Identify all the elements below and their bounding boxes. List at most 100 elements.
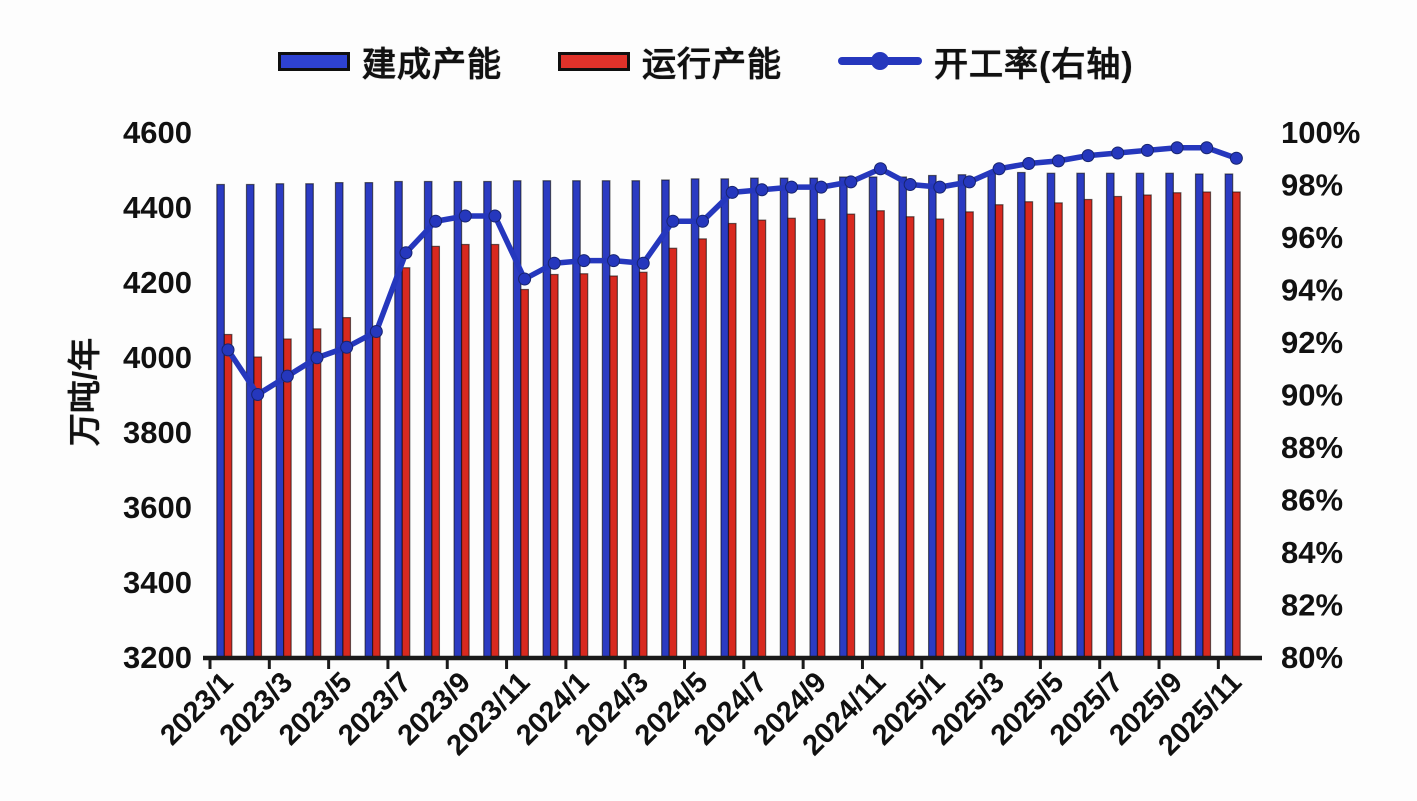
bar-built-capacity [572, 180, 581, 658]
operating-rate-marker [725, 185, 739, 199]
bar-running-capacity [549, 273, 559, 658]
bar-running-capacity [1024, 201, 1034, 658]
legend-item-running-capacity: 运行产能 [558, 37, 782, 86]
operating-rate-marker [666, 214, 680, 228]
bar-running-capacity [312, 328, 322, 658]
bar-built-capacity [453, 180, 463, 658]
bar-built-capacity [483, 180, 492, 658]
right-axis-tick-label: 90% [1281, 378, 1343, 413]
bar-built-capacity [1076, 172, 1085, 658]
legend-label-running-capacity: 运行产能 [642, 45, 782, 84]
operating-rate-marker [429, 214, 443, 228]
bar-running-capacity [727, 222, 737, 658]
bar-built-capacity [957, 174, 967, 658]
legend: 建成产能 运行产能 开工率(右轴) [278, 40, 1134, 84]
operating-rate-marker [933, 180, 947, 194]
bar-running-capacity [342, 317, 352, 658]
operating-rate-marker [962, 175, 976, 189]
bar-built-capacity [423, 180, 433, 658]
bar-running-capacity [876, 210, 885, 658]
operating-rate-marker [488, 209, 502, 223]
bar-running-capacity [253, 356, 263, 658]
operating-rate-marker [1140, 143, 1154, 157]
legend-item-built-capacity: 建成产能 [278, 37, 502, 86]
bar-built-capacity [750, 177, 759, 658]
bar-built-capacity [334, 182, 344, 658]
bar-running-capacity [1232, 191, 1241, 658]
bar-built-capacity [809, 177, 819, 658]
bar-running-capacity [490, 243, 500, 658]
operating-rate-marker [1200, 141, 1214, 155]
right-axis-tick-label: 88% [1281, 430, 1343, 465]
bar-built-capacity [601, 180, 611, 658]
bar-built-capacity [1224, 173, 1234, 658]
bar-running-capacity [787, 217, 796, 658]
right-axis-tick-label: 82% [1281, 588, 1343, 623]
operating-rate-marker [785, 180, 799, 194]
left-axis-tick-label: 4200 [123, 265, 192, 300]
operating-rate-marker [873, 162, 887, 176]
left-axis-tick-label: 3200 [123, 640, 192, 675]
bar-running-capacity [1054, 202, 1063, 658]
operating-rate-marker [1229, 151, 1243, 165]
operating-rate-marker [1081, 149, 1095, 163]
bar-running-capacity [1113, 195, 1123, 658]
bar-built-capacity [216, 183, 225, 658]
operating-rate-marker [280, 369, 294, 383]
operating-rate-marker [1111, 146, 1125, 160]
operating-rate-marker [903, 178, 917, 191]
bar-built-capacity [631, 180, 641, 658]
running-capacity-swatch-icon [558, 51, 630, 71]
bar-running-capacity [431, 245, 441, 658]
operating-rate-marker [340, 340, 354, 354]
bar-built-capacity [661, 179, 670, 658]
bar-running-capacity [401, 267, 411, 658]
bar-running-capacity [965, 211, 974, 658]
bar-running-capacity [283, 338, 292, 658]
left-axis-tick-label: 3400 [123, 565, 192, 600]
bar-running-capacity [757, 219, 767, 658]
legend-label-operating-rate: 开工率(右轴) [934, 45, 1134, 84]
operating-rate-marker [577, 254, 591, 268]
left-axis-tick-label: 4600 [123, 115, 192, 150]
bar-running-capacity [994, 204, 1004, 658]
bar-running-capacity [520, 288, 530, 658]
operating-rate-marker [1022, 157, 1036, 170]
bar-running-capacity [668, 247, 678, 658]
bar-built-capacity [1016, 171, 1026, 658]
bar-built-capacity [1105, 172, 1115, 658]
operating-rate-marker [458, 209, 472, 223]
built-capacity-swatch-icon [278, 51, 350, 71]
right-axis-tick-label: 98% [1281, 168, 1343, 203]
bar-built-capacity [690, 178, 700, 658]
bar-running-capacity [698, 238, 707, 658]
bar-built-capacity [779, 177, 789, 658]
legend-item-operating-rate: 开工率(右轴) [838, 37, 1134, 86]
operating-rate-marker [518, 272, 532, 286]
right-axis-tick-label: 86% [1281, 483, 1343, 518]
operating-rate-marker [1170, 141, 1184, 155]
operating-rate-marker [221, 343, 235, 357]
operating-rate-line-icon [838, 50, 922, 72]
right-axis-tick-label: 84% [1281, 535, 1343, 570]
bar-built-capacity [1194, 173, 1204, 658]
legend-label-built-capacity: 建成产能 [362, 45, 502, 84]
bar-running-capacity [638, 271, 648, 658]
bar-running-capacity [1202, 191, 1212, 658]
bar-running-capacity [609, 275, 618, 658]
bar-running-capacity [460, 243, 470, 658]
operating-rate-marker [310, 351, 324, 365]
bar-built-capacity [1165, 172, 1174, 658]
bar-built-capacity [898, 176, 908, 658]
left-axis-tick-label: 3600 [123, 490, 192, 525]
bar-built-capacity [868, 176, 878, 658]
right-axis-tick-label: 80% [1281, 640, 1343, 675]
bar-built-capacity [305, 183, 314, 658]
operating-rate-marker [636, 256, 650, 270]
bar-running-capacity [579, 273, 589, 658]
operating-rate-marker [844, 175, 858, 189]
operating-rate-marker [992, 162, 1006, 176]
bar-running-capacity [935, 218, 945, 658]
bar-running-capacity [846, 213, 856, 658]
